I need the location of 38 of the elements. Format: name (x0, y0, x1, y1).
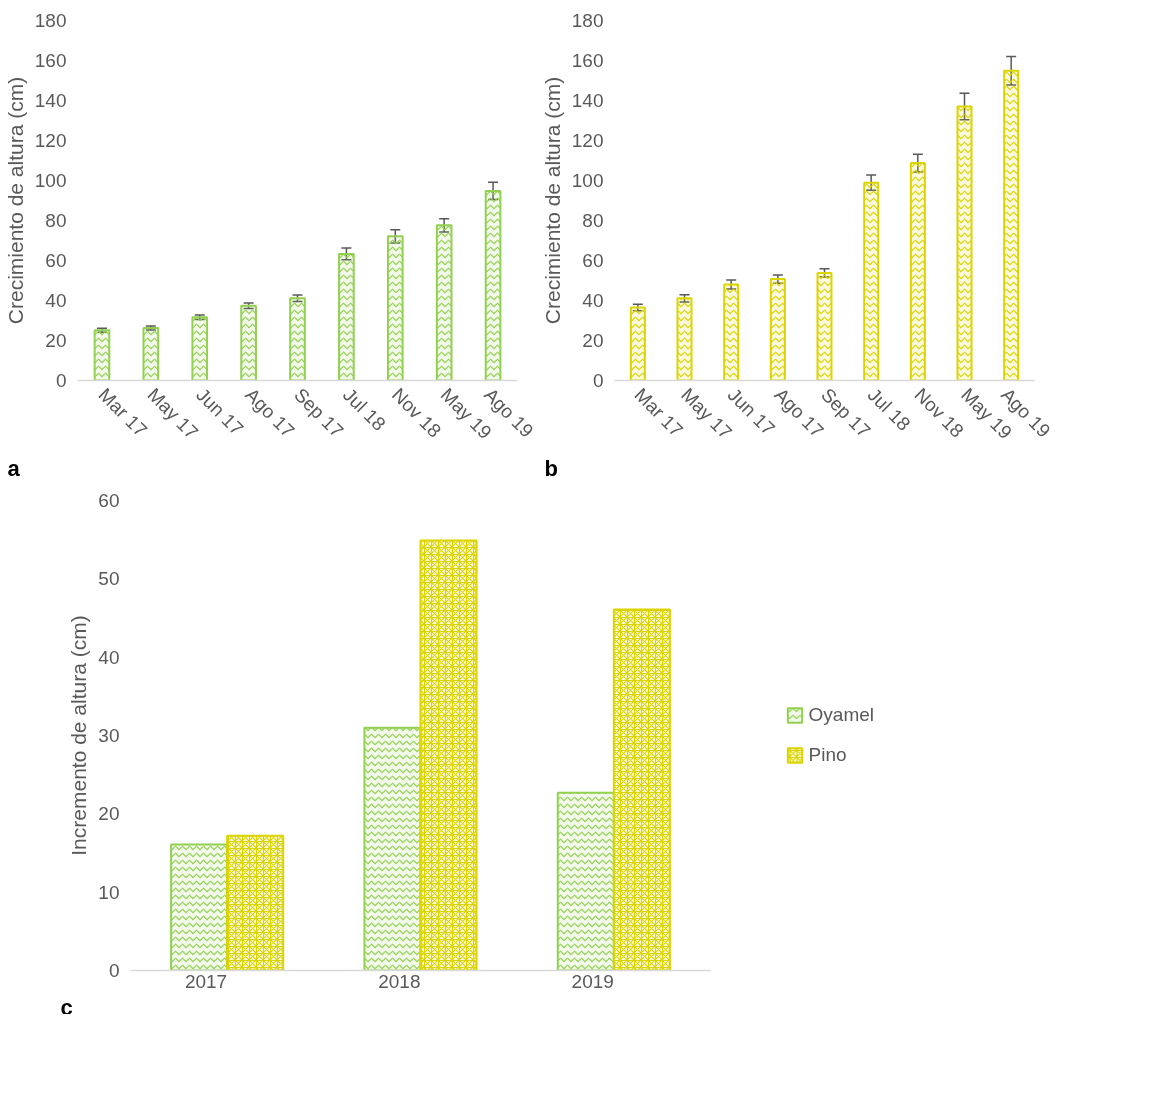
y-tick-label: 20 (98, 803, 120, 825)
y-tick-label: 0 (592, 370, 604, 391)
y-axis-title: Crecimiento de altura (cm) (540, 76, 564, 325)
y-axis-title: Crecimiento de altura (cm) (3, 76, 27, 325)
legend-label: Pino (808, 744, 847, 766)
y-tick-label: 40 (45, 290, 67, 311)
x-tick-label: 2018 (378, 971, 421, 992)
y-tick-label: 40 (582, 290, 604, 311)
y-axis-title: Incremento de altura (cm) (67, 615, 91, 856)
y-tick-label: 30 (98, 725, 120, 746)
y-tick-label: 20 (45, 330, 67, 351)
y-tick-label: 100 (34, 170, 67, 191)
y-tick-label: 0 (108, 960, 120, 981)
y-tick-label: 60 (582, 250, 604, 271)
y-tick-label: 120 (34, 130, 67, 151)
y-tick-label: 160 (34, 50, 67, 71)
y-tick-label: 60 (98, 490, 120, 511)
x-tick-label: 2017 (184, 971, 228, 992)
y-tick-label: 80 (45, 210, 67, 231)
x-tick-label: 2019 (571, 971, 614, 992)
y-tick-label: 60 (45, 250, 67, 271)
y-tick-label: 180 (571, 10, 604, 31)
text: a (7, 455, 21, 481)
legend-label: Oyamel (808, 704, 874, 726)
y-tick-label: 50 (98, 568, 120, 590)
y-tick-label: 140 (34, 90, 67, 111)
y-tick-label: 160 (571, 50, 604, 71)
y-tick-label: 20 (582, 330, 604, 351)
text: b (544, 455, 558, 481)
y-tick-label: 10 (98, 881, 120, 903)
y-tick-label: 0 (55, 370, 67, 391)
y-tick-label: 120 (571, 130, 604, 151)
text: c (60, 994, 73, 1020)
y-tick-label: 40 (98, 646, 120, 668)
y-tick-label: 140 (571, 90, 604, 111)
y-tick-label: 80 (582, 210, 604, 231)
y-tick-label: 100 (571, 170, 604, 191)
y-tick-label: 180 (34, 10, 67, 31)
